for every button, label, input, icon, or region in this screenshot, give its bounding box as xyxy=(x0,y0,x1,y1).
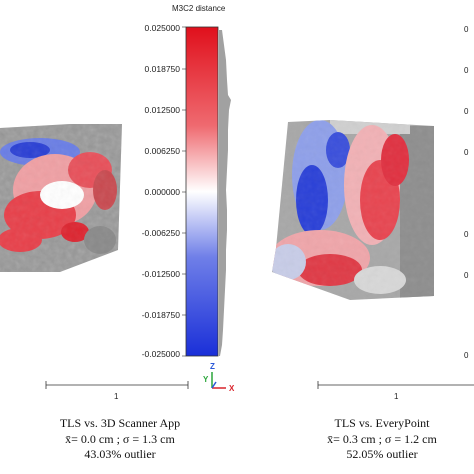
right-caption: TLS vs. EveryPoint x̄= 0.3 cm ; σ = 1.2 … xyxy=(290,416,474,463)
left-point-cloud xyxy=(0,124,122,272)
axis-x-label: X xyxy=(229,384,235,393)
colorbar-tick-label: 0.012500 xyxy=(144,105,180,115)
right-caption-title: TLS vs. EveryPoint xyxy=(334,416,430,430)
right-caption-outlier: 52.05% outlier xyxy=(346,447,418,461)
right-edge-tick: 0 xyxy=(464,66,469,75)
colorbar xyxy=(185,26,219,357)
right-edge-tick: 0 xyxy=(464,230,469,239)
colorbar-tick-label: -0.018750 xyxy=(141,310,180,320)
right-point-cloud xyxy=(272,120,434,300)
right-caption-stats: x̄= 0.3 cm ; σ = 1.2 cm xyxy=(327,431,437,446)
right-edge-tick: 0 xyxy=(464,148,469,157)
axis-gizmo xyxy=(211,372,226,389)
colorbar-histogram xyxy=(219,30,231,356)
right-scale-label: 1 xyxy=(394,392,399,401)
colorbar-tick-label: -0.012500 xyxy=(141,269,180,279)
right-edge-tick: 0 xyxy=(464,271,469,280)
colorbar-tick-label: 0.025000 xyxy=(144,23,180,33)
axis-z-label: Z xyxy=(210,362,215,371)
left-caption-stats: x̄= 0.0 cm ; σ = 1.3 cm xyxy=(65,431,175,446)
right-edge-tick: 0 xyxy=(464,107,469,116)
right-scale-bar xyxy=(317,381,474,389)
axis-y-label: Y xyxy=(203,375,209,384)
left-scale-bar xyxy=(45,381,189,389)
colorbar-tick-label: 0.018750 xyxy=(144,64,180,74)
colorbar-tick-label: 0.000000 xyxy=(144,187,180,197)
right-edge-tick: 0 xyxy=(464,25,469,34)
left-caption: TLS vs. 3D Scanner App x̄= 0.0 cm ; σ = … xyxy=(10,416,230,463)
colorbar-tick-label: 0.006250 xyxy=(144,146,180,156)
colorbar-tick-label: -0.025000 xyxy=(141,349,180,359)
colorbar-tick-label: -0.006250 xyxy=(141,228,180,238)
left-caption-title: TLS vs. 3D Scanner App xyxy=(59,416,181,430)
right-edge-tick: 0 xyxy=(464,351,469,360)
left-caption-outlier: 43.03% outlier xyxy=(84,447,156,461)
colorbar-title: M3C2 distance xyxy=(172,4,226,13)
left-scale-label: 1 xyxy=(114,392,119,401)
